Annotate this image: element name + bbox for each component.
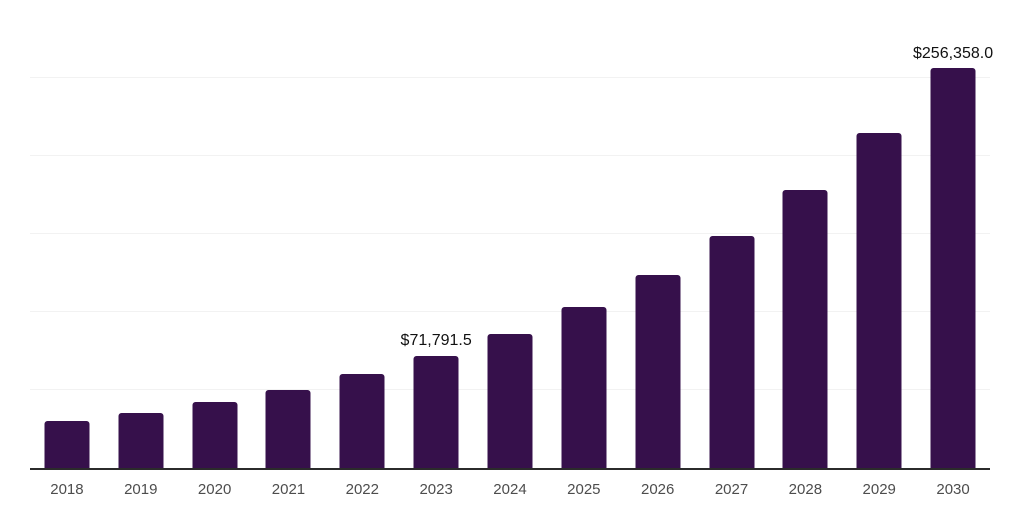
bar-slot-2023: $71,791.5 — [399, 0, 473, 468]
x-tick-2020: 2020 — [197, 481, 232, 498]
x-tick-2023: 2023 — [419, 481, 453, 498]
bar-2022 — [339, 373, 385, 468]
x-tick-2028: 2028 — [788, 481, 823, 498]
data-label-2030: $256,358.0 — [913, 44, 994, 62]
bar-slot-2025 — [547, 0, 621, 468]
gridline — [30, 233, 990, 234]
plot-area: $71,791.5 $256,358.0 — [30, 0, 994, 470]
bar-2028 — [782, 189, 828, 468]
bar-2020 — [192, 401, 238, 468]
bar-2025 — [561, 307, 607, 468]
bar-2029 — [856, 133, 902, 468]
bar-2018 — [44, 421, 90, 468]
bar-slot-2029 — [842, 0, 916, 468]
data-label-2023: $71,791.5 — [400, 332, 472, 350]
bar-2024 — [487, 333, 533, 468]
bar-slot-2020 — [178, 0, 252, 468]
bar-2023 — [413, 356, 459, 468]
bar-slot-2026 — [621, 0, 695, 468]
bar-2030 — [930, 68, 976, 468]
bar-2027 — [709, 236, 755, 468]
gridline — [30, 311, 990, 312]
bar-2026 — [635, 275, 681, 468]
x-tick-2019: 2019 — [124, 481, 158, 498]
bar-series: $71,791.5 $256,358.0 — [30, 0, 994, 468]
bar-slot-2018 — [30, 0, 104, 468]
x-tick-2021: 2021 — [271, 481, 306, 498]
x-axis-tick-labels: 2018 2019 2020 2021 2022 2023 2024 2025 2026 2027… — [30, 479, 990, 501]
bar-slot-2019 — [104, 0, 178, 468]
x-tick-2018: 2018 — [50, 481, 84, 498]
bar-slot-2030: $256,358.0 — [913, 0, 994, 468]
gridline — [30, 77, 990, 78]
bar-slot-2028 — [768, 0, 842, 468]
x-tick-2022: 2022 — [345, 481, 379, 498]
x-tick-2030: 2030 — [936, 481, 970, 498]
gridline — [30, 155, 990, 156]
bar-2019 — [118, 413, 164, 468]
bar-2021 — [265, 390, 311, 468]
bar-slot-2022 — [325, 0, 399, 468]
bar-slot-2021 — [252, 0, 326, 468]
bar-slot-2027 — [695, 0, 769, 468]
x-tick-2025: 2025 — [567, 481, 601, 498]
x-tick-2027: 2027 — [714, 481, 749, 498]
x-tick-2024: 2024 — [493, 481, 527, 498]
x-tick-2029: 2029 — [862, 481, 896, 498]
x-tick-2026: 2026 — [640, 481, 675, 498]
bar-slot-2024 — [473, 0, 547, 468]
